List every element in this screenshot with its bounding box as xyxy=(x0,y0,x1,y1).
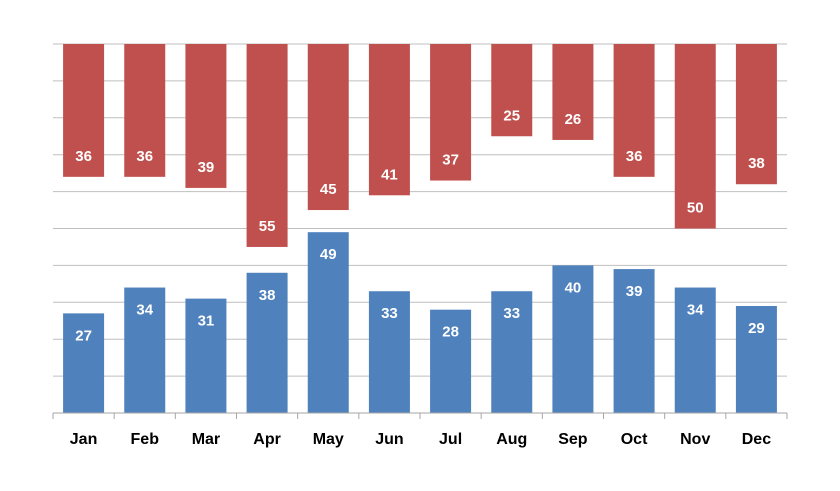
data-label: 38 xyxy=(259,287,276,304)
x-tick-label: Sep xyxy=(558,431,588,448)
bar xyxy=(674,287,716,413)
data-label: 50 xyxy=(687,200,704,217)
data-label: 49 xyxy=(320,246,337,263)
data-label: 55 xyxy=(259,218,276,235)
data-label: 36 xyxy=(75,148,92,165)
data-label: 39 xyxy=(198,159,215,176)
bar xyxy=(63,44,105,177)
bar xyxy=(430,44,472,181)
bar xyxy=(613,269,655,413)
data-label: 40 xyxy=(565,279,582,296)
x-tick-label: May xyxy=(313,431,344,448)
bar xyxy=(246,272,288,413)
data-label: 34 xyxy=(687,302,704,319)
bar xyxy=(491,291,533,413)
data-label: 25 xyxy=(503,107,520,124)
bar xyxy=(185,298,227,413)
data-label: 28 xyxy=(442,324,459,341)
data-label: 39 xyxy=(626,283,643,300)
data-label: 33 xyxy=(503,305,520,322)
bar xyxy=(185,44,227,188)
bar xyxy=(124,287,166,413)
bar xyxy=(491,44,533,137)
data-label: 29 xyxy=(748,320,765,337)
bar xyxy=(246,44,288,247)
data-labels: 36 36 39 55 45 41 37 25 26 36 50 38 27 34 31 38 49 33 28 33… xyxy=(75,107,765,344)
x-tick-label: Oct xyxy=(621,431,648,448)
x-tick-label: Nov xyxy=(680,431,710,448)
data-label: 38 xyxy=(748,155,765,172)
bar xyxy=(613,44,655,177)
bar xyxy=(430,309,472,413)
x-tick-label: Jul xyxy=(439,431,462,448)
bar xyxy=(368,291,410,413)
bar xyxy=(368,44,410,196)
data-label: 36 xyxy=(626,148,643,165)
data-label: 33 xyxy=(381,305,398,322)
x-tick-label: Feb xyxy=(131,431,160,448)
data-label: 34 xyxy=(136,302,153,319)
bar xyxy=(307,44,349,211)
bar xyxy=(735,44,777,185)
bar xyxy=(552,44,594,140)
bar xyxy=(63,313,105,413)
bar xyxy=(735,305,777,413)
data-label: 27 xyxy=(75,327,92,344)
data-label: 45 xyxy=(320,181,337,198)
data-label: 37 xyxy=(442,152,459,169)
bar xyxy=(552,265,594,413)
data-label: 36 xyxy=(136,148,153,165)
bar xyxy=(307,232,349,413)
data-label: 41 xyxy=(381,166,398,183)
x-tick-label: Dec xyxy=(742,431,771,448)
bars xyxy=(63,44,777,413)
x-tick-label: Mar xyxy=(192,431,220,448)
x-tick-label: Jan xyxy=(70,431,98,448)
bar xyxy=(124,44,166,177)
x-tick-label: Jun xyxy=(375,431,403,448)
gridlines xyxy=(53,43,787,414)
data-label: 31 xyxy=(198,313,215,330)
data-label: 26 xyxy=(565,111,582,128)
x-tick-label: Aug xyxy=(496,431,527,448)
x-axis: Jan Feb Mar Apr May Jun Jul Aug Sep Oct Nov Dec xyxy=(52,412,788,448)
bar xyxy=(674,44,716,229)
x-tick-label: Apr xyxy=(253,431,281,448)
